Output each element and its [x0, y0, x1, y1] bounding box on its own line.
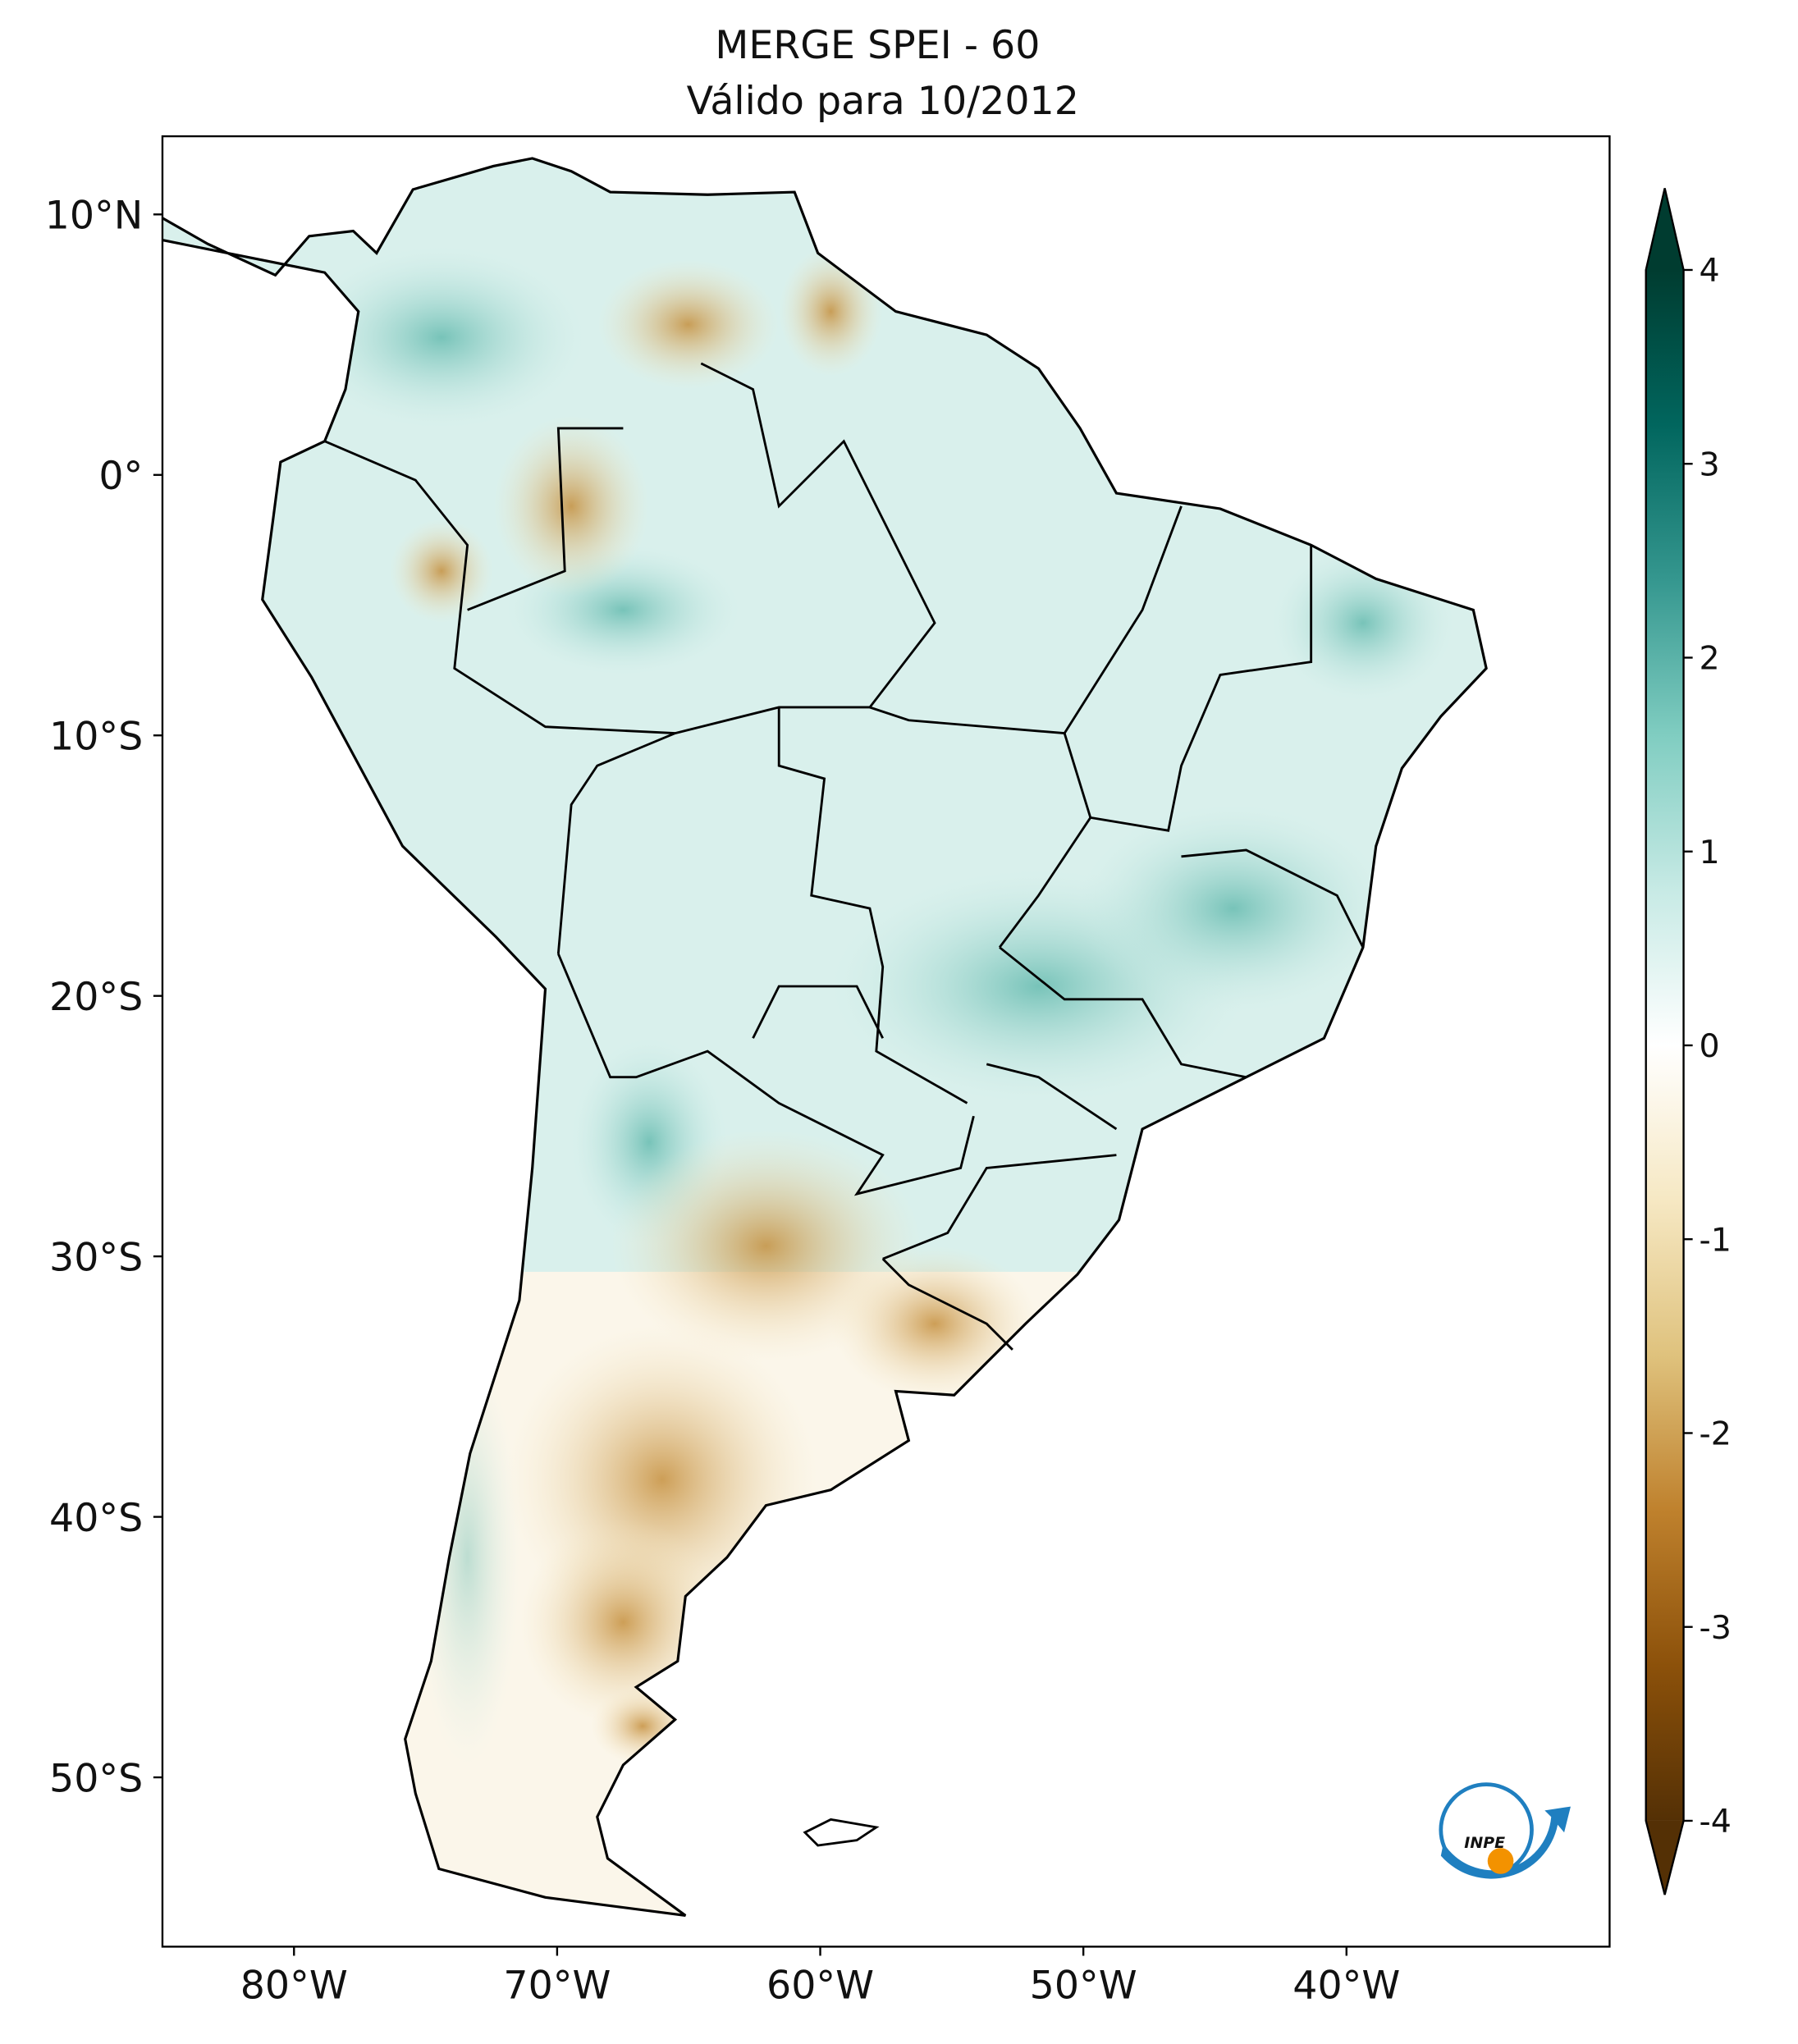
map-frame	[161, 135, 1611, 1948]
colorbar-ramp	[1645, 269, 1684, 1821]
x-tick-label: 70°W	[503, 1964, 611, 2009]
y-tick-label: 10°S	[49, 715, 143, 760]
colorbar-tick-label: -1	[1700, 1221, 1732, 1259]
y-tick-label: 10°N	[45, 194, 144, 239]
colorbar-tick-label: 0	[1700, 1027, 1720, 1065]
colorbar-tick-label: 2	[1700, 640, 1720, 678]
colorbar-tick-label: 1	[1700, 834, 1720, 871]
x-tick-label: 50°W	[1030, 1964, 1137, 2009]
y-tick-label: 50°S	[49, 1756, 143, 1801]
colorbar: -4 -3 -2 -1 0 1 2 3 4	[1645, 188, 1732, 1895]
x-tick-label: 80°W	[240, 1964, 348, 2009]
borders	[324, 362, 1365, 1847]
colorbar-extend-top	[1645, 188, 1684, 270]
map-subtitle: Válido para 10/2012	[687, 79, 1079, 124]
x-tick-label: 60°W	[766, 1964, 874, 2009]
axes: 80°W 70°W 60°W 50°W 40°W 10°N 0° 10°S 20°S 30°S 40…	[45, 194, 1401, 2009]
svg-text:INPE: INPE	[1464, 1834, 1505, 1852]
y-tick-label: 40°S	[49, 1496, 143, 1541]
colorbar-extend-bottom	[1645, 1820, 1684, 1895]
colorbar-tick-label: -4	[1700, 1803, 1732, 1841]
y-tick-label: 0°	[98, 454, 143, 499]
colorbar-tick-label: -2	[1700, 1415, 1732, 1453]
x-tick-label: 40°W	[1292, 1964, 1400, 2009]
colorbar-tick-label: -3	[1700, 1609, 1732, 1647]
inpe-logo: INPE	[1439, 1782, 1571, 1879]
map-title: MERGE SPEI - 60	[715, 23, 1040, 68]
y-tick-label: 20°S	[49, 975, 143, 1020]
colorbar-tick-label: 4	[1700, 252, 1720, 290]
y-tick-label: 30°S	[49, 1236, 143, 1281]
coastline	[162, 157, 1488, 1917]
colorbar-tick-label: 3	[1700, 446, 1720, 483]
